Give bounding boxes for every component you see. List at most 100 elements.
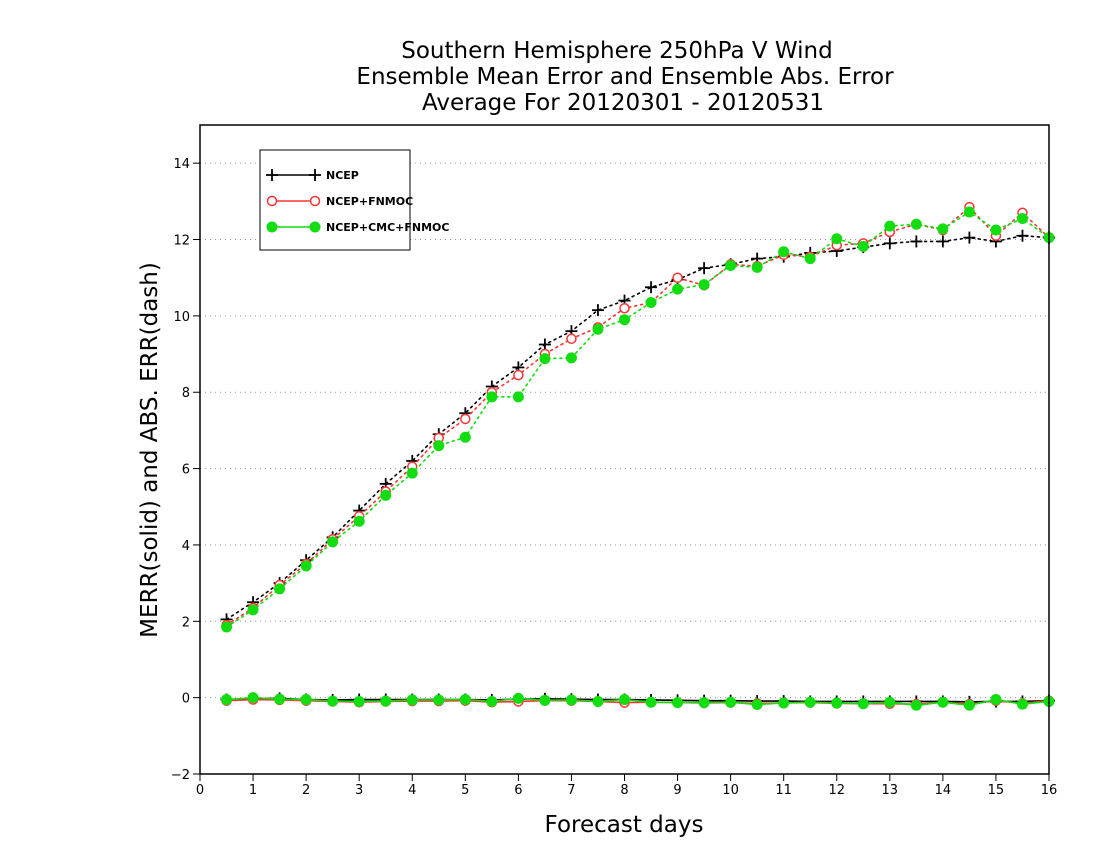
chart-title-line-3: Average For 20120301 - 20120531 [422, 90, 824, 116]
abs-err-point [539, 353, 551, 365]
mean-err-point [433, 694, 445, 706]
x-tick-label: 5 [461, 783, 469, 798]
mean-err-point [327, 695, 339, 707]
abs-err-point [406, 467, 418, 479]
x-tick-label: 14 [935, 783, 952, 798]
abs-err-point [804, 253, 816, 265]
abs-err-point [619, 314, 630, 326]
mean-err-point [300, 694, 312, 706]
abs-err-point [672, 272, 683, 283]
x-tick-label: 16 [1041, 783, 1058, 798]
mean-err-point [725, 696, 737, 708]
mean-err-point [910, 699, 922, 711]
abs-err-point [698, 262, 711, 275]
y-tick-label: −2 [171, 768, 190, 783]
mean-err-point [804, 696, 816, 708]
abs-err-point [592, 323, 604, 335]
series-ncep-cmc-fnmoc [221, 206, 1055, 711]
mean-err-point [963, 699, 975, 711]
abs-err-point [698, 279, 710, 291]
abs-err-point [353, 515, 365, 527]
abs-err-point [247, 604, 259, 616]
abs-err-point [1016, 213, 1028, 225]
abs-err-point [857, 240, 869, 252]
chart-title-line-1: Southern Hemisphere 250hPa V Wind [401, 38, 832, 64]
legend-marker-right [309, 195, 321, 207]
x-tick-label: 9 [673, 783, 681, 798]
series-layer [220, 201, 1055, 711]
legend-marker-right [309, 169, 321, 181]
mean-err-point [565, 694, 577, 706]
x-tick-label: 12 [828, 783, 845, 798]
y-tick-label: 8 [182, 386, 190, 401]
legend-marker-left [266, 195, 278, 207]
abs-err-point [486, 391, 498, 403]
mean-err-point [539, 694, 551, 706]
abs-err-point [751, 261, 763, 273]
abs-err-point [512, 391, 524, 403]
mean-err-point [698, 697, 710, 709]
x-tick-label: 3 [355, 783, 363, 798]
chart-title-line-2: Ensemble Mean Error and Ensemble Abs. Er… [356, 64, 894, 90]
mean-err-point [221, 694, 233, 706]
legend-label: NCEP [326, 169, 359, 182]
abs-err-point [538, 338, 551, 351]
legend-items: NCEP NCEP+FNMOC NCEP+CMC+FNMOC [266, 169, 449, 234]
mean-err-point [751, 699, 763, 711]
mean-err-point [512, 692, 524, 704]
legend-item: NCEP [266, 169, 359, 182]
abs-err-point [910, 235, 923, 248]
x-axis-label: Forecast days [545, 812, 704, 838]
abs-err-point [459, 431, 471, 443]
chart-title: Southern Hemisphere 250hPa V Wind Ensemb… [356, 38, 894, 116]
mean-err-point [619, 694, 630, 706]
mean-err-point [672, 697, 684, 709]
x-tick-label: 6 [514, 783, 522, 798]
abs-err-point [937, 223, 949, 235]
abs-err-point [619, 302, 630, 314]
abs-err-point [380, 489, 392, 501]
x-tick-label: 0 [196, 783, 204, 798]
abs-err-point [300, 560, 312, 572]
abs-err-point [963, 206, 975, 218]
mean-err-point [778, 697, 790, 709]
mean-err-point [990, 694, 1002, 706]
mean-err-point [247, 692, 259, 704]
abs-err-point [645, 297, 657, 309]
x-tick-label: 7 [567, 783, 575, 798]
abs-err-point [990, 224, 1002, 236]
mean-err-point [1016, 698, 1028, 710]
x-tick-label: 11 [775, 783, 792, 798]
legend-item: NCEP+CMC+FNMOC [266, 221, 449, 234]
y-axis-label: MERR(solid) and ABS. ERR(dash) [137, 262, 163, 638]
abs-err-line [225, 234, 1050, 621]
mean-err-point [645, 696, 657, 708]
abs-err-point [725, 259, 737, 271]
grid-layer [200, 162, 1049, 775]
legend-label: NCEP+FNMOC [326, 195, 413, 208]
mean-err-point [353, 695, 365, 707]
y-tick-label: 6 [182, 463, 190, 478]
legend: NCEP NCEP+FNMOC NCEP+CMC+FNMOC [259, 149, 449, 251]
legend-box [259, 149, 411, 251]
abs-err-point [936, 235, 949, 248]
mean-err-point [937, 696, 949, 708]
abs-err-point [645, 281, 658, 294]
abs-err-point [566, 333, 577, 345]
abs-err-point [327, 536, 339, 548]
x-tick-label: 10 [722, 783, 739, 798]
mean-err-point [274, 693, 286, 705]
y-tick-label: 2 [182, 615, 190, 630]
x-tick-label: 1 [249, 783, 257, 798]
x-tick-label: 8 [620, 783, 628, 798]
abs-err-point [221, 621, 233, 633]
abs-err-point [591, 304, 604, 317]
abs-err-point [883, 237, 896, 250]
y-tick-label: 0 [182, 692, 190, 707]
mean-err-point [831, 697, 843, 709]
legend-marker-left [266, 169, 278, 181]
abs-err-line [225, 211, 1050, 628]
